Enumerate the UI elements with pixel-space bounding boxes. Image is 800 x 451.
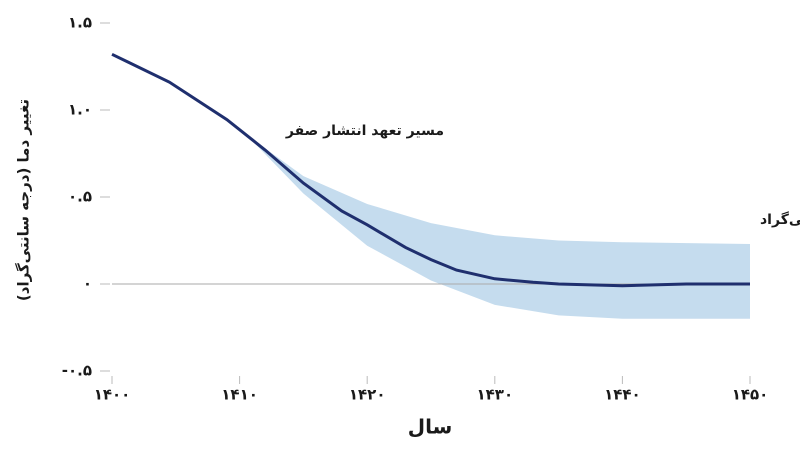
y-tick-label: -۰.۵ [62,362,92,380]
y-axis-label: تغییر دما (درجه سانتی‌گراد) [15,99,33,301]
x-tick-label: ۱۴۱۰ [221,386,258,404]
x-tick-label: ۱۴۰۰ [94,386,131,404]
x-tick-label: ۱۴۳۰ [476,386,513,404]
x-tick-label: ۱۴۵۰ [732,386,769,404]
band-annotation: عدم قطعیت ±۳. درجه سانتی‌گراد [760,211,800,228]
uncertainty-band [245,134,751,319]
y-tick-label: ۰ [83,275,92,293]
y-tick-label: ۰.۵ [68,188,92,206]
y-tick-label: ۱.۰ [68,101,92,119]
x-tick-label: ۱۴۲۰ [349,386,386,404]
line-annotation: مسیر تعهد انتشار صفر [285,123,444,139]
line [111,52,750,288]
x-axis-label: سال [408,415,453,439]
y-tick-label: ۱.۵ [68,14,92,32]
x-tick-label: ۱۴۴۰ [604,386,641,404]
